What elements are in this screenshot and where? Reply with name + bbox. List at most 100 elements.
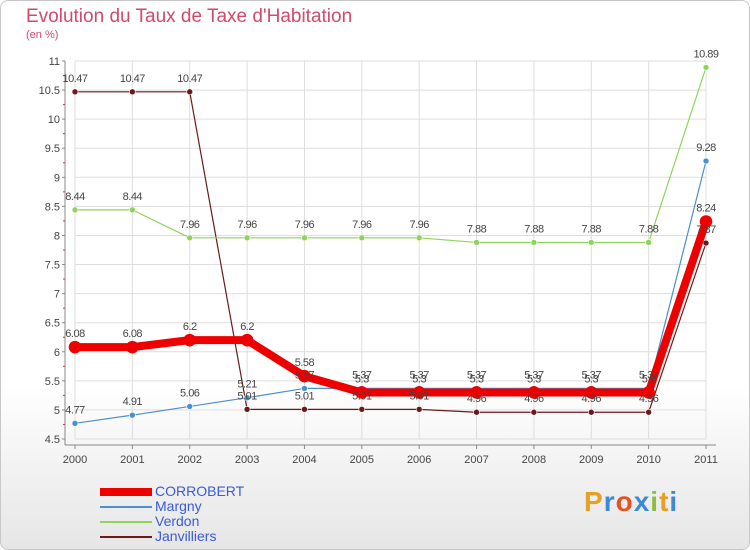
data-point-corrobert xyxy=(699,215,713,228)
series-line-janvilliers xyxy=(75,91,707,413)
data-point-verdon xyxy=(530,239,538,246)
legend-swatch-janvilliers xyxy=(100,536,152,538)
data-label-margny: 5.37 xyxy=(524,369,544,381)
data-label-margny: 5.37 xyxy=(295,369,315,381)
data-label-corrobert: 5.3 xyxy=(642,373,656,385)
x-tick-label: 2009 xyxy=(579,454,603,466)
data-label-verdon: 7.96 xyxy=(352,219,372,231)
data-point-janvilliers xyxy=(473,408,480,416)
legend-label-margny: Margny xyxy=(155,498,202,514)
x-tick-label: 2000 xyxy=(63,454,87,466)
data-point-corrobert xyxy=(355,386,369,399)
y-tick-label: 11 xyxy=(49,56,60,68)
y-tick-label: 7.5 xyxy=(45,260,60,272)
y-tick-label: 8.5 xyxy=(45,201,60,213)
data-label-verdon: 7.88 xyxy=(582,223,602,235)
data-label-janvilliers: 4.96 xyxy=(524,393,544,405)
data-label-margny: 5.37 xyxy=(467,369,487,381)
data-label-verdon: 7.96 xyxy=(409,219,429,231)
data-point-corrobert xyxy=(642,386,655,399)
data-point-verdon xyxy=(702,64,710,71)
y-tick-label: 10.5 xyxy=(39,85,60,97)
proxiti-logo: Proxiti xyxy=(584,486,679,517)
y-tick-label: 7 xyxy=(54,289,60,301)
series-line-corrobert xyxy=(75,220,710,397)
y-tick-label: 9.5 xyxy=(45,143,60,155)
y-tick-label: 9 xyxy=(54,172,60,184)
legend-label-janvilliers: Janvilliers xyxy=(155,528,217,544)
data-point-corrobert xyxy=(126,340,139,354)
data-point-janvilliers xyxy=(415,406,423,413)
data-label-verdon: 8.44 xyxy=(123,191,143,203)
data-label-janvilliers: 10.47 xyxy=(177,73,202,85)
data-label-corrobert: 6.08 xyxy=(65,328,85,340)
data-label-verdon: 7.96 xyxy=(237,219,257,231)
data-label-margny: 5.37 xyxy=(639,369,659,381)
data-label-janvilliers: 10.47 xyxy=(120,73,145,85)
data-label-margny: 5.37 xyxy=(582,369,602,381)
data-point-janvilliers xyxy=(243,406,251,413)
x-tick-label: 2003 xyxy=(235,454,259,466)
data-point-janvilliers xyxy=(530,408,538,416)
data-label-corrobert: 5.3 xyxy=(412,373,426,385)
y-tick-label: 5.5 xyxy=(45,376,60,388)
data-point-corrobert xyxy=(527,386,541,399)
data-point-corrobert xyxy=(68,340,82,354)
data-label-corrobert: 6.08 xyxy=(123,328,143,340)
data-point-verdon xyxy=(415,234,423,242)
data-point-janvilliers xyxy=(358,406,366,413)
data-label-verdon: 10.89 xyxy=(693,48,718,60)
data-label-margny: 9.28 xyxy=(696,142,716,154)
data-point-margny xyxy=(186,403,194,410)
series-line-margny xyxy=(74,160,707,424)
legend-swatch-verdon xyxy=(100,521,152,523)
data-label-verdon: 7.96 xyxy=(180,219,200,231)
data-label-janvilliers: 7.87 xyxy=(696,224,716,236)
data-label-corrobert: 5.58 xyxy=(295,357,315,369)
data-label-verdon: 8.44 xyxy=(65,191,85,203)
data-point-verdon xyxy=(243,234,251,242)
data-point-janvilliers xyxy=(587,408,595,416)
data-label-janvilliers: 5.01 xyxy=(409,390,429,402)
data-label-corrobert: 6.2 xyxy=(240,321,254,333)
y-tick-label: 6.5 xyxy=(45,318,60,330)
y-tick-label: 8 xyxy=(54,230,60,242)
legend-label-verdon: Verdon xyxy=(155,513,200,529)
data-label-corrobert: 5.3 xyxy=(355,373,369,385)
data-label-margny: 5.37 xyxy=(352,369,372,381)
x-tick-label: 2006 xyxy=(407,454,431,466)
data-point-janvilliers xyxy=(702,239,710,247)
data-label-janvilliers: 5.01 xyxy=(237,390,257,402)
data-point-corrobert xyxy=(412,386,426,399)
y-tick-label: 6 xyxy=(54,347,60,359)
data-point-margny xyxy=(702,157,710,165)
data-point-margny xyxy=(71,419,79,427)
data-label-verdon: 7.88 xyxy=(524,223,544,235)
data-label-verdon: 7.88 xyxy=(467,223,487,235)
data-point-verdon xyxy=(301,234,308,242)
x-tick-label: 2001 xyxy=(120,454,144,466)
data-point-janvilliers xyxy=(186,88,194,96)
data-label-corrobert: 5.3 xyxy=(470,373,484,385)
data-label-margny: 5.21 xyxy=(237,379,257,391)
data-point-margny xyxy=(301,385,308,392)
data-label-janvilliers: 4.96 xyxy=(467,393,487,405)
y-tick-label: 10 xyxy=(48,114,60,126)
x-tick-label: 2008 xyxy=(522,454,546,466)
data-label-janvilliers: 5.01 xyxy=(295,390,315,402)
data-label-janvilliers: 4.96 xyxy=(639,393,659,405)
data-point-verdon xyxy=(186,234,194,242)
data-point-corrobert xyxy=(470,386,483,399)
data-label-janvilliers: 4.96 xyxy=(582,393,602,405)
data-point-janvilliers xyxy=(645,408,652,416)
data-label-janvilliers: 5.01 xyxy=(352,390,372,402)
data-point-verdon xyxy=(358,234,366,242)
legend-swatch-corrobert xyxy=(100,488,152,496)
data-label-corrobert: 6.2 xyxy=(183,321,197,333)
data-label-janvilliers: 10.47 xyxy=(62,73,87,85)
legend-label-corrobert: CORROBERT xyxy=(155,483,245,499)
chart-title: Evolution du Taux de Taxe d'Habitation xyxy=(26,6,353,27)
x-tick-label: 2007 xyxy=(464,454,488,466)
y-tick-label: 5 xyxy=(54,405,60,417)
data-point-janvilliers xyxy=(301,406,308,413)
